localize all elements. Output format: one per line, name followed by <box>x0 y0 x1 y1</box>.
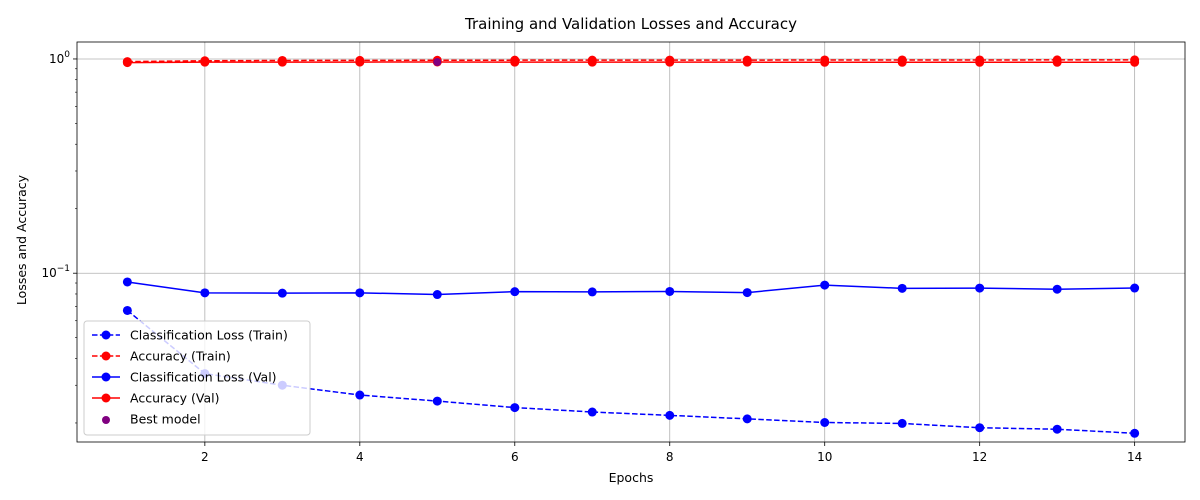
data-point-classification-loss-val <box>820 280 830 290</box>
data-point-classification-loss-train <box>742 414 752 424</box>
data-point-classification-loss-train <box>432 396 442 406</box>
legend-marker-accuracy-train <box>101 351 111 361</box>
chart-title: Training and Validation Losses and Accur… <box>464 15 797 33</box>
data-point-accuracy-val <box>1130 57 1140 67</box>
x-tick-label: 10 <box>817 450 832 464</box>
best-model-point <box>433 57 442 66</box>
data-point-classification-loss-val <box>1052 284 1062 294</box>
data-point-classification-loss-val <box>277 288 287 298</box>
x-tick-label: 12 <box>972 450 987 464</box>
series-line-accuracy-train <box>127 59 1135 63</box>
y-tick-label: 10−1 <box>41 264 70 280</box>
data-point-classification-loss-val <box>510 287 520 297</box>
data-point-classification-loss-train <box>355 390 365 400</box>
legend-label-best-model: Best model <box>130 412 201 427</box>
x-tick-label: 8 <box>666 450 674 464</box>
data-point-classification-loss-val <box>355 288 365 298</box>
data-point-classification-loss-val <box>432 290 442 300</box>
data-point-accuracy-val <box>200 57 210 67</box>
x-tick-label: 2 <box>201 450 209 464</box>
data-point-classification-loss-val <box>742 288 752 298</box>
data-point-accuracy-val <box>1052 57 1062 67</box>
legend-label-classification-loss-val: Classification Loss (Val) <box>130 370 277 385</box>
grid <box>77 42 1185 442</box>
legend-marker-classification-loss-train <box>101 330 111 340</box>
data-point-accuracy-val <box>355 57 365 67</box>
legend-marker-accuracy-val <box>101 393 111 403</box>
data-point-accuracy-val <box>510 57 520 67</box>
data-point-classification-loss-train <box>510 403 520 413</box>
data-point-accuracy-val <box>277 57 287 67</box>
data-point-classification-loss-val <box>200 288 210 298</box>
data-point-classification-loss-train <box>1052 424 1062 434</box>
data-point-classification-loss-train <box>975 423 985 433</box>
data-point-classification-loss-train <box>897 418 907 428</box>
data-point-classification-loss-val <box>897 283 907 293</box>
data-point-classification-loss-val <box>665 286 675 296</box>
data-point-accuracy-val <box>742 57 752 67</box>
data-point-accuracy-val <box>897 57 907 67</box>
ticks: 2 4 6 8 10 12 14 100 10−1 <box>41 50 1142 464</box>
data-point-classification-loss-val <box>587 287 597 297</box>
data-point-accuracy-val <box>122 58 132 68</box>
x-axis-label: Epochs <box>609 470 654 485</box>
legend-marker-best-model <box>102 416 110 424</box>
data-point-accuracy-val <box>975 57 985 67</box>
data-point-classification-loss-val <box>1130 283 1140 293</box>
data-point-classification-loss-val <box>975 283 985 293</box>
y-axis-label: Losses and Accuracy <box>14 174 29 305</box>
legend-label-accuracy-val: Accuracy (Val) <box>130 391 220 406</box>
legend-label-classification-loss-train: Classification Loss (Train) <box>130 328 288 343</box>
data-point-classification-loss-val <box>122 277 132 287</box>
series-line-accuracy-val <box>127 61 1135 64</box>
legend-marker-classification-loss-val <box>101 372 111 382</box>
legend-label-accuracy-train: Accuracy (Train) <box>130 349 231 364</box>
x-tick-label: 14 <box>1127 450 1142 464</box>
data-point-accuracy-val <box>820 57 830 67</box>
x-tick-label: 4 <box>356 450 364 464</box>
data-point-classification-loss-train <box>1130 428 1140 438</box>
series-line-classification-loss-val <box>127 281 1135 296</box>
x-tick-label: 6 <box>511 450 519 464</box>
y-tick-label: 100 <box>49 50 70 66</box>
data-point-classification-loss-train <box>122 305 132 315</box>
legend-box <box>83 320 311 436</box>
data-point-accuracy-val <box>665 57 675 67</box>
data-point-accuracy-val <box>587 57 597 67</box>
data-point-classification-loss-train <box>665 410 675 420</box>
plot-frame <box>76 41 1186 443</box>
data-point-classification-loss-train <box>820 418 830 428</box>
legend: Classification Loss (Train) Accuracy (Tra… <box>83 320 311 436</box>
data-point-classification-loss-train <box>587 407 597 417</box>
